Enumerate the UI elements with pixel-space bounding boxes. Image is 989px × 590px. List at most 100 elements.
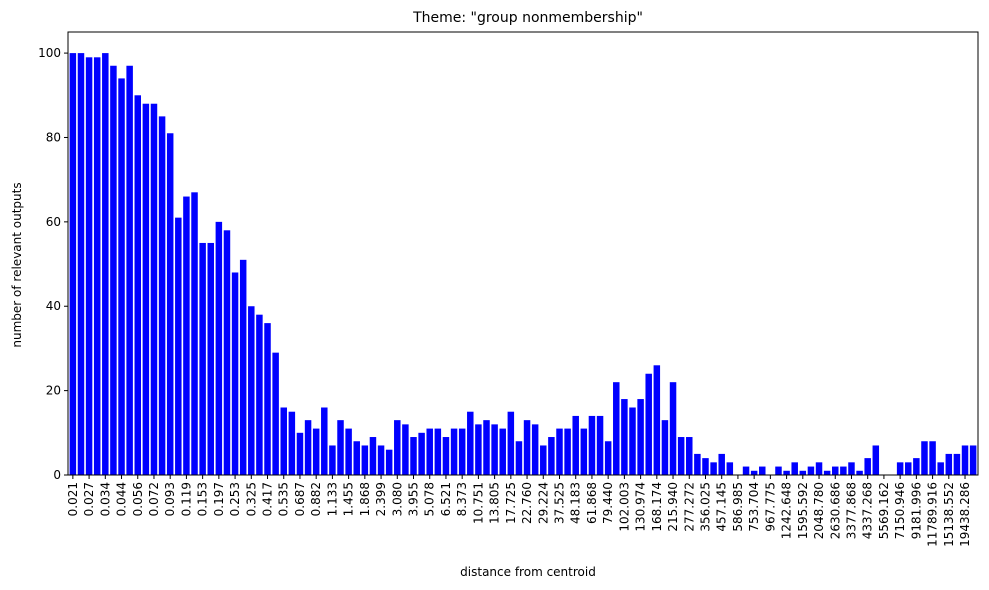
bar xyxy=(385,449,393,475)
bar xyxy=(191,192,198,475)
bar xyxy=(523,420,531,475)
bar xyxy=(410,437,417,475)
bar xyxy=(905,462,912,475)
x-tick-label: 0.882 xyxy=(309,482,323,516)
x-tick-label: 2.399 xyxy=(374,482,388,516)
bar xyxy=(929,441,936,475)
x-tick-label: 15138.552 xyxy=(942,482,956,547)
x-tick-label: 5.078 xyxy=(423,482,437,516)
bar xyxy=(110,65,117,475)
bar xyxy=(726,462,734,475)
bar xyxy=(775,466,782,475)
x-tick-label: 37.525 xyxy=(553,482,567,524)
bar xyxy=(645,373,652,475)
bar xyxy=(280,407,287,475)
x-tick-label: 0.093 xyxy=(163,482,177,516)
x-tick-label: 2630.686 xyxy=(828,482,842,539)
x-tick-label: 0.417 xyxy=(261,482,275,516)
bar xyxy=(613,382,620,475)
x-tick-label: 0.197 xyxy=(212,482,226,516)
bar xyxy=(531,424,539,475)
bar xyxy=(840,466,847,475)
bar xyxy=(872,445,880,475)
bar xyxy=(653,365,661,475)
bar xyxy=(815,462,823,475)
bar xyxy=(304,420,312,475)
bar xyxy=(126,65,133,475)
bar xyxy=(637,399,644,475)
bar xyxy=(256,314,263,475)
bar xyxy=(702,458,709,475)
x-axis: 0.021 0.027 0.034 0.044 0.056 0.072 0.093 0.119… xyxy=(66,475,972,547)
bar xyxy=(661,420,669,475)
bar xyxy=(475,424,482,475)
x-tick-label: 17.725 xyxy=(504,482,518,524)
bar xyxy=(507,411,515,475)
bar xyxy=(118,78,125,475)
bar xyxy=(604,441,612,475)
bar xyxy=(426,428,433,475)
bar xyxy=(921,441,928,475)
x-tick-label: 79.440 xyxy=(601,482,615,524)
x-tick-label: 7150.946 xyxy=(893,482,907,539)
bar xyxy=(377,445,385,475)
bar xyxy=(694,453,701,475)
bar xyxy=(556,428,563,475)
bar xyxy=(540,445,547,475)
bar xyxy=(629,407,636,475)
bar xyxy=(93,57,101,476)
x-tick-label: 8.373 xyxy=(455,482,469,516)
bar xyxy=(718,453,725,475)
x-tick-label: 0.072 xyxy=(147,482,161,516)
x-tick-label: 10.751 xyxy=(471,482,485,524)
x-tick-label: 0.253 xyxy=(228,482,242,516)
x-tick-label: 1595.592 xyxy=(796,482,810,539)
bar xyxy=(353,441,360,475)
bar xyxy=(515,441,523,475)
x-tick-label: 102.003 xyxy=(617,482,631,532)
bar xyxy=(807,466,815,475)
bar xyxy=(564,428,571,475)
x-tick-label: 586.985 xyxy=(731,482,745,532)
bar xyxy=(264,323,271,475)
bar xyxy=(799,470,807,475)
bar xyxy=(848,462,855,475)
bar xyxy=(102,53,109,475)
x-tick-label: 3377.868 xyxy=(844,482,858,539)
bar xyxy=(450,428,458,475)
y-tick-label: 100 xyxy=(38,46,61,60)
bar xyxy=(937,462,944,475)
bar xyxy=(134,95,141,475)
x-tick-label: 22.760 xyxy=(520,482,534,524)
bar xyxy=(337,420,344,475)
bar xyxy=(864,458,871,475)
bar xyxy=(856,470,863,475)
bar xyxy=(394,420,401,475)
bar xyxy=(85,57,93,476)
bar xyxy=(499,428,506,475)
bar xyxy=(669,382,677,475)
bar xyxy=(969,445,977,475)
bar xyxy=(207,242,214,475)
x-tick-label: 13.805 xyxy=(488,482,502,524)
bar xyxy=(418,432,425,475)
x-tick-label: 61.868 xyxy=(585,482,599,524)
x-tick-label: 3.080 xyxy=(390,482,404,516)
bar xyxy=(199,242,206,475)
x-tick-label: 29.224 xyxy=(536,482,550,524)
bar xyxy=(572,415,579,475)
x-tick-label: 4337.268 xyxy=(861,482,875,539)
x-tick-label: 1.868 xyxy=(358,482,372,516)
x-tick-label: 48.183 xyxy=(569,482,583,524)
y-axis: 0 20 40 60 80 100 xyxy=(38,46,68,482)
bar xyxy=(467,411,474,475)
bar xyxy=(621,399,628,475)
bar xyxy=(823,470,831,475)
x-tick-label: 1.133 xyxy=(325,482,339,516)
bar xyxy=(329,445,336,475)
x-tick-label: 0.021 xyxy=(66,482,80,516)
bar xyxy=(321,407,328,475)
bar xyxy=(759,466,766,475)
bar xyxy=(710,462,717,475)
bar xyxy=(369,437,377,475)
